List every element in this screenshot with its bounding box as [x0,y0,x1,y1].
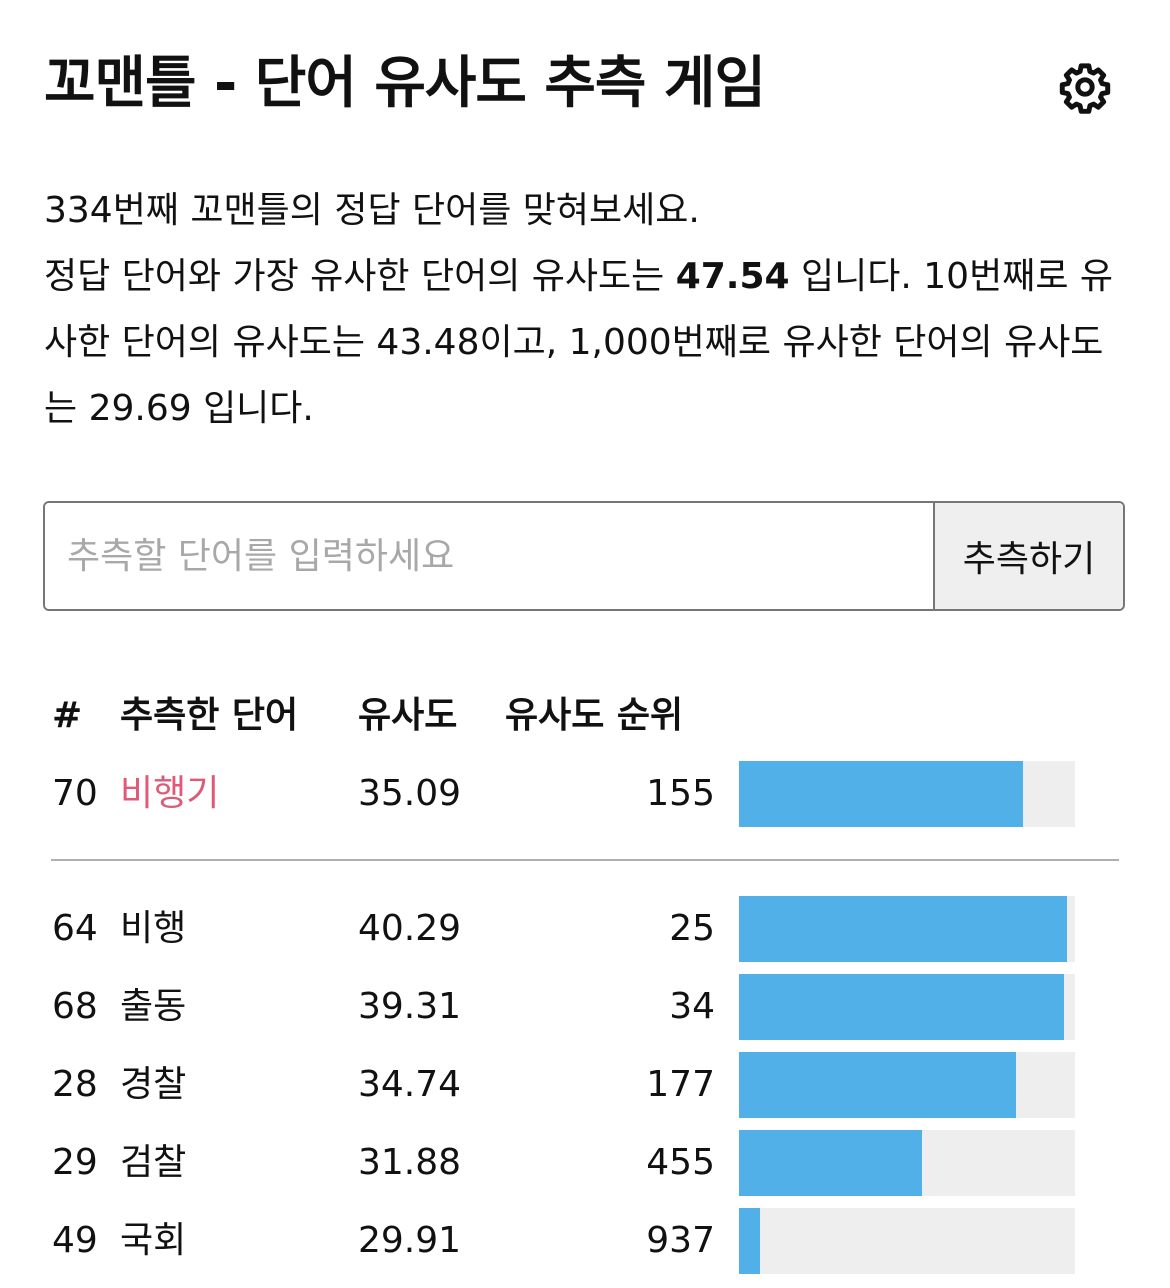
guess-word: 국회 [120,1220,187,1261]
table-row: 68 출동 39.31 34 [0,974,1170,1040]
page-title: 꼬맨틀 - 단어 유사도 추측 게임 [44,51,766,116]
guess-rank: 455 [646,1142,715,1183]
current-guess-row: 70 비행기 35.09 155 [0,761,1170,827]
guess-rank: 155 [646,773,715,814]
header-num: # [52,695,83,736]
guess-rank: 34 [669,986,715,1027]
guess-word: 검찰 [120,1142,187,1183]
guess-similarity: 29.91 [358,1220,462,1261]
guess-similarity: 35.09 [358,773,462,814]
similarity-bar [739,1130,1075,1196]
table-row: 64 비행 40.29 25 [0,896,1170,962]
guess-button[interactable]: 추측하기 [933,503,1123,609]
similarity-bar [739,1208,1075,1274]
guess-similarity: 34.74 [358,1064,462,1105]
guess-similarity: 39.31 [358,986,462,1027]
similarity-bar [739,1052,1075,1118]
divider [51,859,1119,861]
guess-number: 49 [52,1220,98,1261]
description: 334번째 꼬맨틀의 정답 단어를 맞혀보세요. 정답 단어와 가장 유사한 단… [44,178,1134,442]
guess-number: 68 [52,986,98,1027]
table-header: # 추측한 단어 유사도 유사도 순위 [0,683,1170,749]
guess-similarity: 40.29 [358,908,462,949]
description-pre: 정답 단어와 가장 유사한 단어의 유사도는 [44,256,676,297]
description-post: 입니다. 10번째로 유사한 단어의 유사도는 43.48이고, 1,000번째… [44,256,1114,429]
guess-similarity: 31.88 [358,1142,462,1183]
gear-icon[interactable] [1058,60,1112,114]
table-row: 28 경찰 34.74 177 [0,1052,1170,1118]
guess-word: 경찰 [120,1064,187,1105]
guess-number: 29 [52,1142,98,1183]
guess-input[interactable] [45,503,933,609]
similarity-bar-fill [739,761,1023,827]
guess-rank: 937 [646,1220,715,1261]
table-row: 49 국회 29.91 937 [0,1208,1170,1274]
guess-rank: 25 [669,908,715,949]
guess-word: 출동 [120,986,187,1027]
similarity-bar [739,896,1075,962]
guess-word: 비행기 [120,773,220,814]
guess-number: 70 [52,773,98,814]
top-similarity-value: 47.54 [675,256,790,297]
similarity-bar-fill [739,1130,923,1196]
similarity-bar-fill [739,896,1067,962]
similarity-bar-fill [739,1052,1016,1118]
guess-rank: 177 [646,1064,715,1105]
similarity-bar [739,974,1075,1040]
table-row: 29 검찰 31.88 455 [0,1130,1170,1196]
similarity-bar-fill [739,1208,761,1274]
guess-number: 28 [52,1064,98,1105]
guess-word: 비행 [120,908,187,949]
guess-number: 64 [52,908,98,949]
guess-form: 추측하기 [43,501,1125,611]
similarity-bar-fill [739,974,1064,1040]
header-similarity: 유사도 [358,695,458,736]
header-rank: 유사도 순위 [505,695,684,736]
description-line1: 334번째 꼬맨틀의 정답 단어를 맞혀보세요. [44,190,700,231]
header-word: 추측한 단어 [120,695,299,736]
similarity-bar [739,761,1075,827]
